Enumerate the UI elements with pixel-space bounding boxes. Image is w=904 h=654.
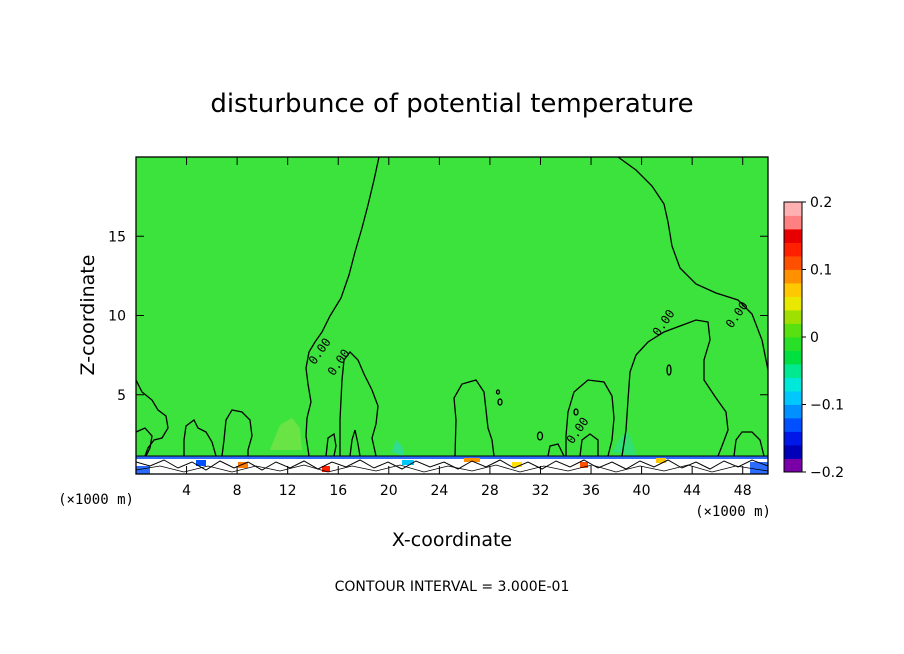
contour-line [536,431,544,441]
y-axis: 5 10 15 [108,229,768,404]
contour-line [339,351,379,457]
contour-interval-note: CONTOUR INTERVAL = 3.000E-01 [335,579,570,595]
field-background [136,157,768,474]
colorbar-tick-label: 0.1 [810,263,832,279]
contour-line [573,408,579,416]
contour-line [579,433,599,457]
y-axis-label: Z-coordinate [77,255,99,376]
x-tick-label: 4 [182,483,191,499]
contour-line [666,364,672,376]
x-unit-left: (×1000 m) [58,492,134,508]
colorbar-swatch [784,404,802,419]
contour-line [495,389,501,395]
plot-area: 0.000.000.000.00 0.00 [136,157,768,474]
surface-band-blob [238,462,248,468]
surface-band-fill [136,456,768,474]
x-tick-label: 40 [633,483,651,499]
contour-line [497,398,503,406]
y-tick-label: 10 [108,309,126,325]
x-unit-right: (×1000 m) [695,504,771,520]
y-tick-label: 15 [108,229,126,245]
colorbar-tick-label: 0.2 [810,195,832,211]
colorbar-swatch [784,269,802,284]
colorbar-swatch [784,418,802,432]
colorbar: 0.2 0.1 0 −0.1 −0.2 [783,195,844,481]
x-axis: 4 8 12 16 20 24 28 32 36 40 44 48 [182,157,752,499]
colorbar-swatch [784,377,802,392]
x-tick-label: 44 [683,483,701,499]
x-tick-label: 48 [734,483,752,499]
surface-band [136,455,768,474]
field-patch [270,418,302,450]
surface-contour [136,464,768,473]
contour-line [547,443,565,457]
colorbar-swatch [784,391,802,405]
colorbar-swatch [784,458,802,473]
contour-line [136,427,153,457]
colorbar-swatch [784,256,802,270]
surface-band-blob [402,460,414,465]
colorbar-swatch [784,202,802,216]
surface-band-stripe [136,456,768,459]
x-tick-label: 20 [380,483,398,499]
surface-band-blob [580,462,588,468]
surface-band-blob [512,462,522,467]
y-tick-label: 5 [117,388,126,404]
contour-lines [136,157,768,457]
surface-band-blob [322,466,330,472]
surface-contour [136,459,768,471]
x-tick-label: 12 [279,483,297,499]
colorbar-swatch [784,215,802,230]
x-axis-label: X-coordinate [392,529,512,551]
field-patch [392,440,404,456]
colorbar-swatch [784,242,802,257]
colorbar-tick-label: 0 [810,330,819,346]
contour-line [565,379,615,457]
colorbar-swatch [784,364,802,378]
colorbar-swatch [784,431,802,446]
colorbar-tick-label: −0.1 [810,398,844,414]
colorbar-swatch [784,323,802,338]
x-tick-label: 36 [582,483,600,499]
x-tick-label: 28 [481,483,499,499]
colorbar-tick-label: −0.2 [810,465,844,481]
contour-line [305,157,380,457]
surface-band-stripe [750,462,768,474]
colorbar-swatch [784,283,802,297]
contour-line [453,379,495,457]
contour-line [349,429,361,457]
contour-line [733,431,765,457]
colorbar-swatch [784,296,802,311]
colorbar-swatch [784,310,802,324]
x-tick-label: 32 [532,483,550,499]
surface-band-blob [196,460,206,466]
colorbar-swatch [784,350,802,365]
colorbar-swatch [784,445,802,459]
contour-line [183,419,217,457]
colorbar-swatch [784,229,802,243]
contour-line [221,409,253,457]
surface-band-stripe [136,466,150,474]
surface-band-blob [656,458,666,463]
x-tick-label: 24 [430,483,448,499]
x-tick-label: 16 [329,483,347,499]
surface-band-blob [464,458,480,462]
surface-band-outline [136,455,768,474]
colorbar-swatch [784,337,802,351]
chart-title: disturbunce of potential temperature [210,89,693,119]
contour-line [621,319,729,457]
x-tick-label: 8 [233,483,242,499]
contour-line [325,432,337,457]
contour-line [617,157,768,371]
